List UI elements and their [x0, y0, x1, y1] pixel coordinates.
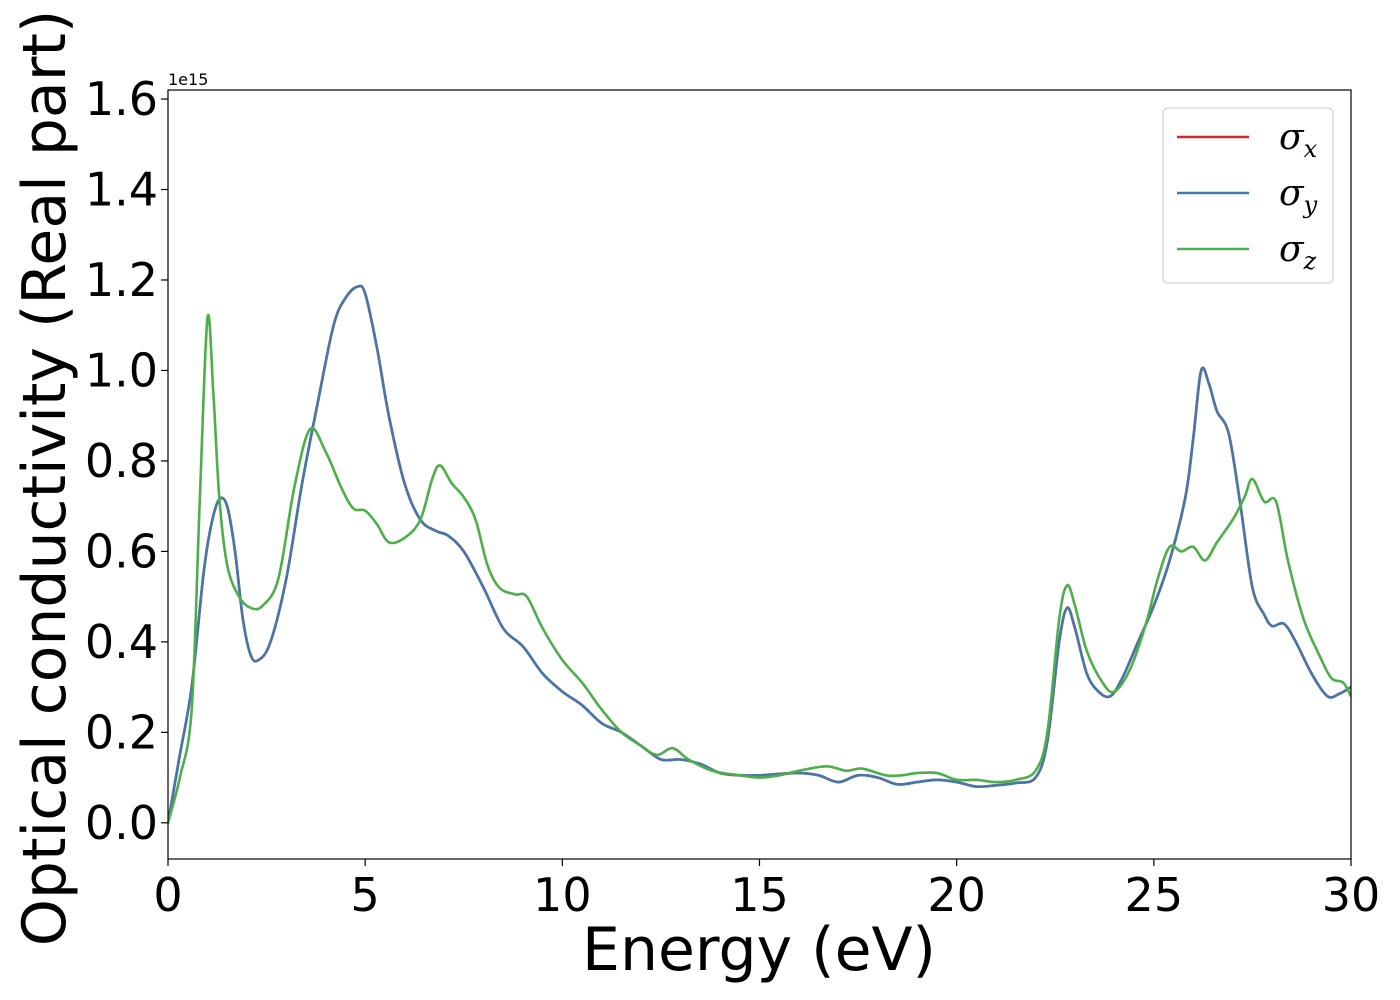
- legend-label-y: σy: [1279, 173, 1318, 219]
- y-tick-label: 0.8: [85, 434, 158, 488]
- x-tick-label: 20: [927, 868, 986, 922]
- y-tick-label: 0.0: [85, 796, 158, 850]
- y-tick-label: 1.4: [85, 163, 158, 217]
- axis-ticks: 0 5 10 15 20 25 30 0.0 0.2 0.4 0.6 0.8 1.0 1.2 1.4 1.6: [85, 72, 1380, 922]
- y-tick-label: 0.2: [85, 705, 158, 759]
- series-line-z: [168, 313, 1351, 825]
- y-axis-label: Optical conductivity (Real part): [10, 10, 80, 947]
- y-tick-label: 1.6: [85, 72, 158, 126]
- series-line-x: [168, 284, 1351, 825]
- legend-label-x: σx: [1279, 117, 1318, 163]
- x-tick-label: 25: [1125, 868, 1184, 922]
- y-tick-label: 1.0: [85, 343, 158, 397]
- y-tick-label: 0.6: [85, 524, 158, 578]
- x-tick-label: 5: [351, 868, 380, 922]
- series-line-y: [168, 284, 1351, 825]
- legend: σx σy σz: [1162, 107, 1334, 284]
- y-offset-label: 1e15: [168, 70, 208, 89]
- legend-label-z: σz: [1279, 229, 1317, 275]
- y-tick-label: 1.2: [85, 253, 158, 307]
- x-axis-label: Energy (eV): [582, 915, 936, 985]
- x-tick-label: 30: [1322, 868, 1381, 922]
- y-tick-label: 0.4: [85, 615, 158, 669]
- legend-box: [1162, 107, 1334, 284]
- x-tick-label: 10: [533, 868, 592, 922]
- x-tick-label: 15: [730, 868, 789, 922]
- x-tick-label: 0: [153, 868, 182, 922]
